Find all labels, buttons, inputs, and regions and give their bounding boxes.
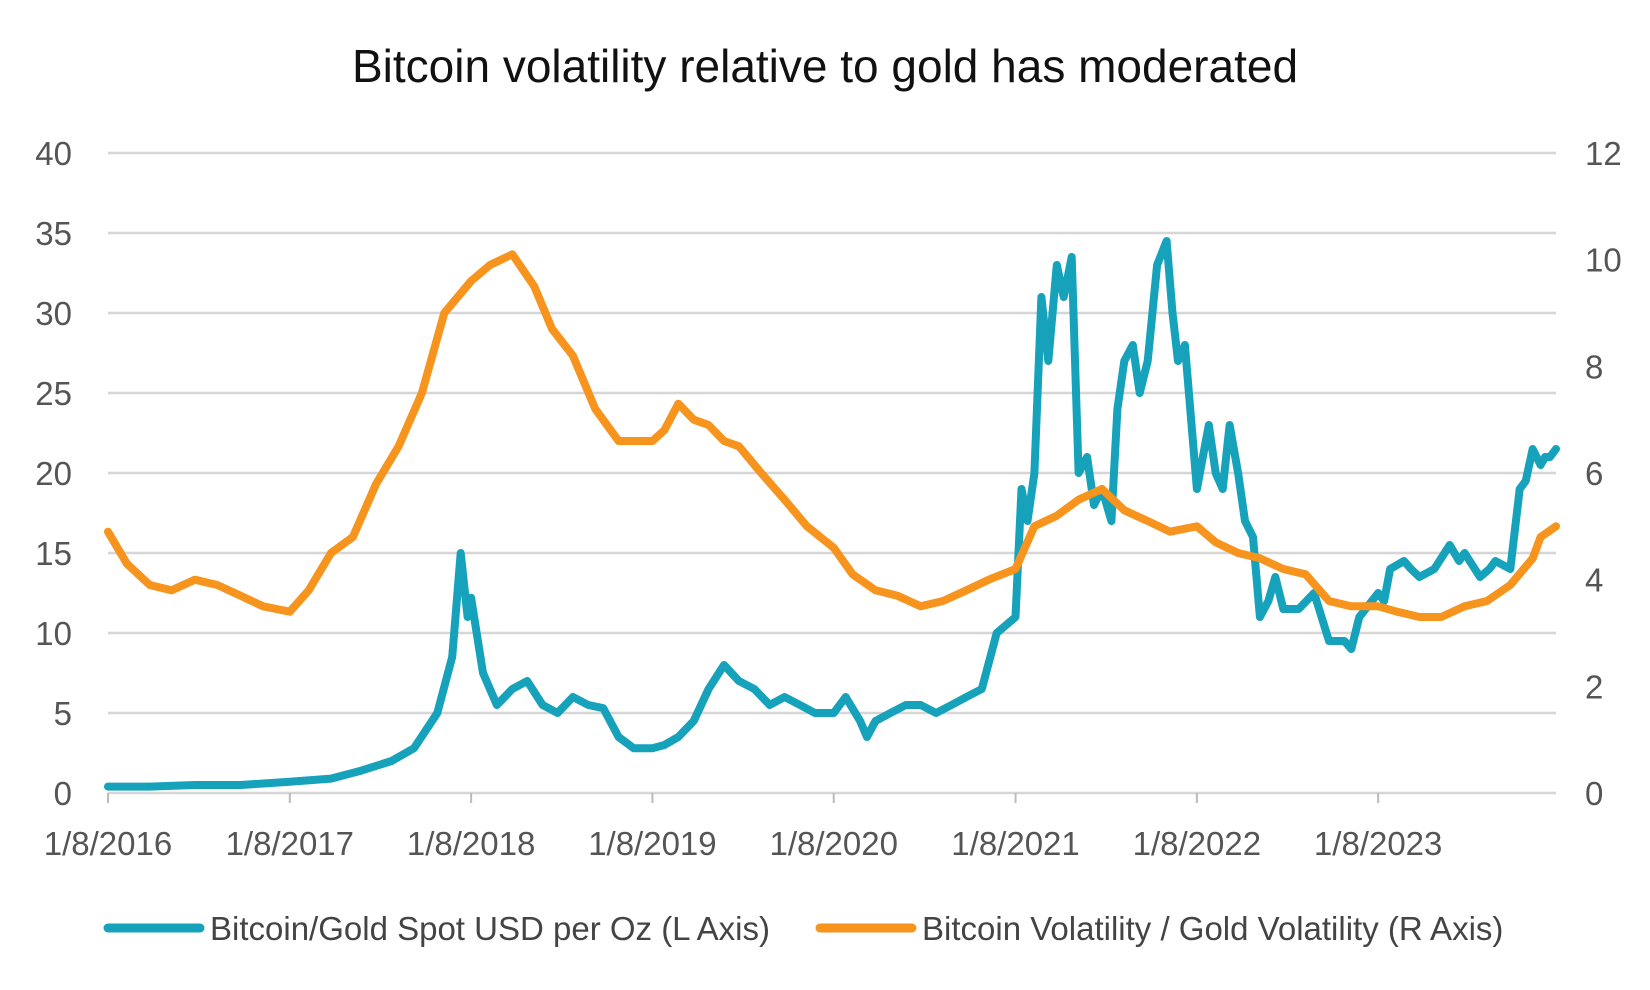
left-axis-tick-label: 40 [35,135,72,172]
x-axis-tick-label: 1/8/2016 [44,825,172,862]
left-axis-tick-label: 5 [54,695,72,732]
legend-label-volatility-ratio: Bitcoin Volatility / Gold Volatility (R … [922,910,1503,947]
left-axis-tick-label: 20 [35,455,72,492]
x-axis-ticks: 1/8/2016 1/8/2017 1/8/2018 1/8/2019 1/8/2020… [44,793,1442,862]
right-axis-tick-label: 10 [1585,242,1622,279]
x-axis-tick-label: 1/8/2021 [951,825,1079,862]
left-axis-tick-label: 0 [54,775,72,812]
chart-title: Bitcoin volatility relative to gold has … [352,40,1298,92]
grid-lines [108,151,1556,795]
x-axis-tick-label: 1/8/2017 [226,825,354,862]
left-axis-tick-label: 30 [35,295,72,332]
series-line-volatility-ratio [104,250,1560,621]
left-axis-tick-label: 15 [35,535,72,572]
series-lines [104,237,1560,791]
right-axis-tick-label: 4 [1585,562,1603,599]
right-axis-tick-label: 8 [1585,348,1603,385]
right-axis-tick-label: 2 [1585,668,1603,705]
left-axis-tick-label: 25 [35,375,72,412]
legend: Bitcoin/Gold Spot USD per Oz (L Axis) Bi… [103,910,1503,947]
right-axis-tick-label: 6 [1585,455,1603,492]
x-axis-tick-label: 1/8/2018 [407,825,535,862]
left-axis-ticks: 0 5 10 15 20 25 30 35 40 [35,135,72,812]
left-axis-tick-label: 35 [35,215,72,252]
x-axis-tick-label: 1/8/2023 [1314,825,1442,862]
left-axis-tick-label: 10 [35,615,72,652]
legend-label-bitcoin-gold-spot: Bitcoin/Gold Spot USD per Oz (L Axis) [210,910,770,947]
x-axis-tick-label: 1/8/2022 [1133,825,1261,862]
x-axis-tick-label: 1/8/2020 [770,825,898,862]
right-axis-tick-label: 0 [1585,775,1603,812]
right-axis-tick-label: 12 [1585,135,1622,172]
series-line-bitcoin-gold-spot [104,237,1560,791]
right-axis-ticks: 0 2 4 6 8 10 12 [1585,135,1622,812]
x-axis-tick-label: 1/8/2019 [588,825,716,862]
